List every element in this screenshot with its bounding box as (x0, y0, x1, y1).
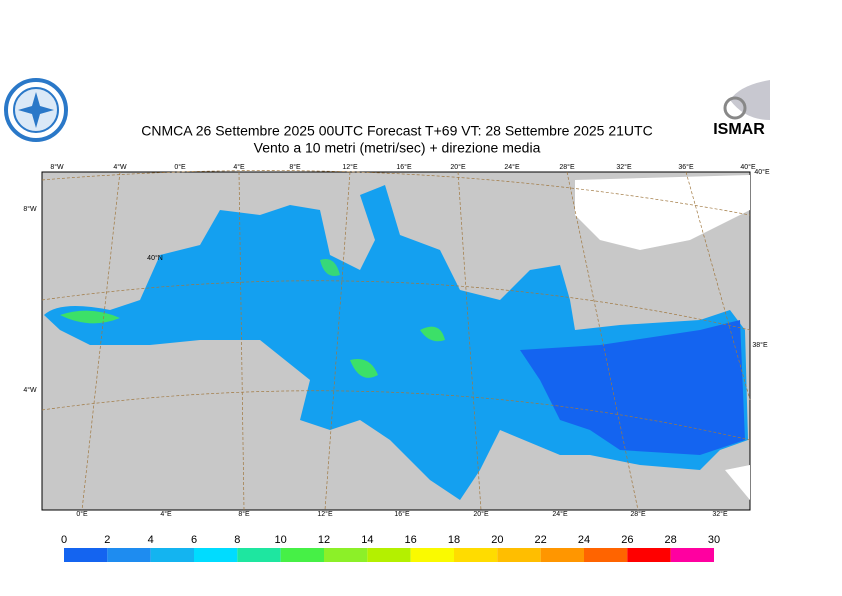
colorbar-box (237, 548, 281, 562)
colorbar-label: 30 (708, 534, 720, 546)
lon-label: 24°E (552, 510, 568, 518)
colorbar-box (107, 548, 151, 562)
lon-label: 8°E (289, 163, 301, 171)
colorbar-box (584, 548, 628, 562)
colorbar-box (497, 548, 541, 562)
colorbar-box (454, 548, 498, 562)
lon-label: 40°E (740, 163, 756, 171)
lon-label: 4°E (233, 163, 245, 171)
grid-label: 40°E (754, 168, 770, 176)
map (41, 170, 751, 511)
colorbar-label: 16 (405, 534, 417, 546)
logo-right: ISMAR (709, 80, 770, 140)
colorbar-label: 14 (361, 534, 373, 546)
lat-label: 8°W (23, 205, 37, 213)
colorbar-label: 6 (191, 534, 197, 546)
lat-label: 4°W (23, 386, 37, 394)
colorbar-label: 10 (275, 534, 287, 546)
lon-label: 16°E (394, 510, 410, 518)
lon-label: 32°E (712, 510, 728, 518)
lon-label: 24°E (504, 163, 520, 171)
colorbar-label: 0 (61, 534, 67, 546)
grid-label: 38°E (752, 341, 768, 349)
colorbar-box (367, 548, 411, 562)
lon-label: 8°W (50, 163, 64, 171)
logo-left (4, 78, 68, 142)
lon-label: 12°E (317, 510, 333, 518)
lon-label: 28°E (630, 510, 646, 518)
lon-label: 36°E (678, 163, 694, 171)
colorbar-label: 22 (535, 534, 547, 546)
grid-label: 40°N (147, 254, 163, 262)
title: CNMCA 26 Settembre 2025 00UTC Forecast T… (141, 123, 652, 139)
colorbar: 0 2 4 6 8 10 12 14 16 18 20 22 24 26 28 30 (61, 534, 720, 562)
colorbar-box (627, 548, 671, 562)
lon-label: 16°E (396, 163, 412, 171)
lon-label: 8°E (238, 510, 250, 518)
lon-label: 0°E (76, 510, 88, 518)
colorbar-label: 20 (491, 534, 503, 546)
map-labels: 8°W 4°W 0°E 4°E 8°E 12°E 16°E 20°E 24°E 28°E 32°E 3… (23, 163, 770, 518)
lon-label: 20°E (473, 510, 489, 518)
lon-label: 0°E (174, 163, 186, 171)
colorbar-box (540, 548, 584, 562)
colorbar-label: 2 (104, 534, 110, 546)
colorbar-box (194, 548, 238, 562)
colorbar-box (64, 548, 108, 562)
colorbar-label: 4 (148, 534, 154, 546)
logo-text: ISMAR (713, 121, 765, 138)
subtitle: Vento a 10 metri (metri/sec) + direzione… (254, 140, 541, 156)
lon-label: 4°E (160, 510, 172, 518)
colorbar-box (150, 548, 194, 562)
lon-label: 12°E (342, 163, 358, 171)
lon-label: 28°E (559, 163, 575, 171)
colorbar-box (280, 548, 324, 562)
colorbar-box (670, 548, 714, 562)
lon-label: 32°E (616, 163, 632, 171)
lon-label: 4°W (113, 163, 127, 171)
colorbar-label: 24 (578, 534, 590, 546)
colorbar-box (324, 548, 368, 562)
colorbar-label: 12 (318, 534, 330, 546)
colorbar-box (410, 548, 454, 562)
colorbar-label: 28 (665, 534, 677, 546)
lon-label: 20°E (450, 163, 466, 171)
colorbar-label: 26 (621, 534, 633, 546)
colorbar-label: 8 (234, 534, 240, 546)
colorbar-label: 18 (448, 534, 460, 546)
